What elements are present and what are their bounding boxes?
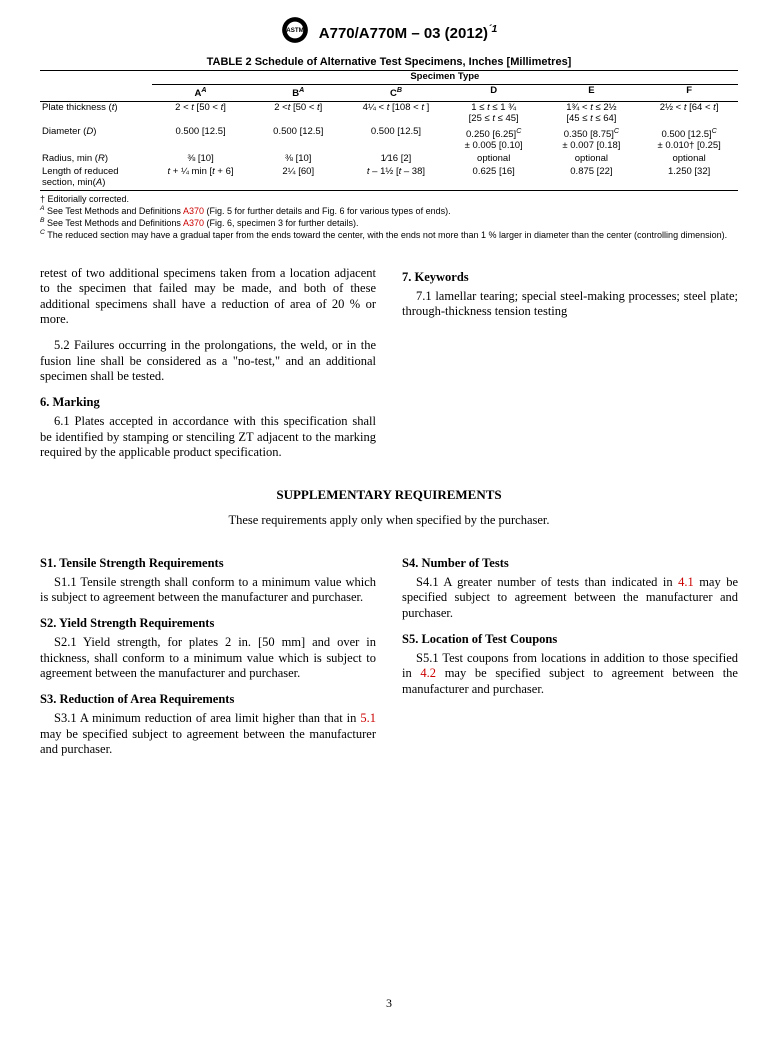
s3-heading: S3. Reduction of Area Requirements <box>40 692 376 707</box>
table-cell: ⅜ [10] <box>249 153 347 166</box>
s3-para: S3.1 A minimum reduction of area limit h… <box>40 711 376 758</box>
row-label: Plate thickness (t) <box>40 102 152 126</box>
table-cell: ⅜ [10] <box>152 153 250 166</box>
astm-logo: ASTM <box>281 16 309 44</box>
table-cell: 2½ < t [64 < t] <box>640 102 738 126</box>
table-cell: 0.350 [8.75]C± 0.007 [0.18] <box>543 126 641 153</box>
table-cell: 0.500 [12.5] <box>249 126 347 153</box>
supp-left: S1. Tensile Strength Requirements S1.1 T… <box>40 552 376 768</box>
table-cell: 0.500 [12.5] <box>347 126 445 153</box>
s2-para: S2.1 Yield strength, for plates 2 in. [5… <box>40 635 376 682</box>
left-column: retest of two additional specimens taken… <box>40 266 376 471</box>
designation: A770/A770M – 03 (2012) <box>319 25 488 42</box>
s1-heading: S1. Tensile Strength Requirements <box>40 556 376 571</box>
group-header: Specimen Type <box>152 71 738 85</box>
table-cell: optional <box>445 153 543 166</box>
row-label: Length of reduced section, min(A) <box>40 166 152 190</box>
footnote-a: A See Test Methods and Definitions A370 … <box>40 205 738 217</box>
table-footnotes: † Editorially corrected. A See Test Meth… <box>40 194 738 242</box>
supp-right: S4. Number of Tests S4.1 A greater numbe… <box>402 552 738 768</box>
table-cell: optional <box>543 153 641 166</box>
supplementary-intro: These requirements apply only when speci… <box>40 513 738 528</box>
table-cell: 1¾ < t ≤ 2½[45 ≤ t ≤ 64] <box>543 102 641 126</box>
table-cell: optional <box>640 153 738 166</box>
page-number: 3 <box>0 996 778 1011</box>
right-column: 7. Keywords 7.1 lamellar tearing; specia… <box>402 266 738 471</box>
s4-para: S4.1 A greater number of tests than indi… <box>402 575 738 622</box>
table-title: TABLE 2 Schedule of Alternative Test Spe… <box>40 56 738 68</box>
s1-para: S1.1 Tensile strength shall conform to a… <box>40 575 376 606</box>
table-cell: 2 <t [50 < t] <box>249 102 347 126</box>
epsilon: ´1 <box>488 23 497 35</box>
section-7-heading: 7. Keywords <box>402 270 738 285</box>
s5-para: S5.1 Test coupons from locations in addi… <box>402 651 738 698</box>
s2-heading: S2. Yield Strength Requirements <box>40 616 376 631</box>
table-cell: 1⁄16 [2] <box>347 153 445 166</box>
col-header: D <box>445 84 543 101</box>
table-cell: 0.875 [22] <box>543 166 641 190</box>
table-cell: 0.500 [12.5]C± 0.010† [0.25] <box>640 126 738 153</box>
col-header: AA <box>152 84 250 101</box>
footnote-c: C The reduced section may have a gradual… <box>40 229 738 241</box>
s5-heading: S5. Location of Test Coupons <box>402 632 738 647</box>
para-6-1: 6.1 Plates accepted in accordance with t… <box>40 414 376 461</box>
col-header: F <box>640 84 738 101</box>
para-5-retest: retest of two additional specimens taken… <box>40 266 376 329</box>
table-cell: 4¼ < t [108 < t ] <box>347 102 445 126</box>
section-6-heading: 6. Marking <box>40 395 376 410</box>
supplementary-columns: S1. Tensile Strength Requirements S1.1 T… <box>40 552 738 768</box>
col-header: E <box>543 84 641 101</box>
table-cell: 2¼ [60] <box>249 166 347 190</box>
col-header: CB <box>347 84 445 101</box>
footnote-dagger: † Editorially corrected. <box>40 194 738 205</box>
table-cell: t – 1½ [t – 38] <box>347 166 445 190</box>
table-cell: 0.250 [6.25]C± 0.005 [0.10] <box>445 126 543 153</box>
row-label: Radius, min (R) <box>40 153 152 166</box>
table-cell: 1 ≤ t ≤ 1 ¾[25 ≤ t ≤ 45] <box>445 102 543 126</box>
para-5-2: 5.2 Failures occurring in the prolongati… <box>40 338 376 385</box>
footnote-b: B See Test Methods and Definitions A370 … <box>40 217 738 229</box>
row-label: Diameter (D) <box>40 126 152 153</box>
specimen-table: Specimen Type AABACBDEF Plate thickness … <box>40 70 738 191</box>
para-7-1: 7.1 lamellar tearing; special steel-maki… <box>402 289 738 320</box>
standard-header: ASTM A770/A770M – 03 (2012)´1 <box>40 18 738 46</box>
supplementary-title: SUPPLEMENTARY REQUIREMENTS <box>40 487 738 503</box>
table-cell: 0.625 [16] <box>445 166 543 190</box>
table-cell: 0.500 [12.5] <box>152 126 250 153</box>
col-header: BA <box>249 84 347 101</box>
body-columns: retest of two additional specimens taken… <box>40 266 738 471</box>
table-cell: 1.250 [32] <box>640 166 738 190</box>
s4-heading: S4. Number of Tests <box>402 556 738 571</box>
svg-text:ASTM: ASTM <box>286 27 303 34</box>
table-cell: t + ¼ min [t + 6] <box>152 166 250 190</box>
table-cell: 2 < t [50 < t] <box>152 102 250 126</box>
